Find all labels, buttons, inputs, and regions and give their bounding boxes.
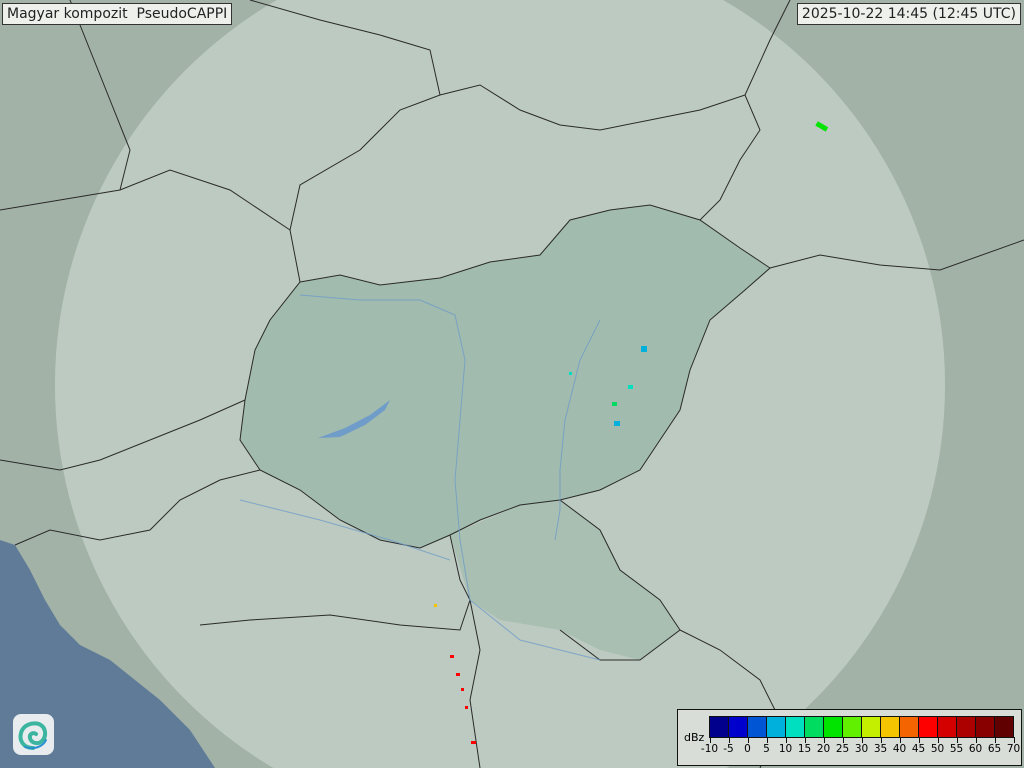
legend-swatch bbox=[786, 717, 805, 737]
legend-swatch bbox=[919, 717, 938, 737]
legend-tick bbox=[766, 737, 768, 743]
legend-swatch bbox=[710, 717, 729, 737]
legend-swatch bbox=[729, 717, 748, 737]
legend-tick bbox=[880, 737, 882, 743]
legend-swatch bbox=[938, 717, 957, 737]
legend-tick bbox=[823, 737, 825, 743]
legend-tick bbox=[861, 737, 863, 743]
legend-tick-label: 30 bbox=[854, 743, 869, 755]
legend-tick bbox=[785, 737, 787, 743]
serbia-region bbox=[450, 500, 680, 660]
legend-tick bbox=[994, 737, 996, 743]
legend-tick bbox=[804, 737, 806, 743]
legend-tick-label: 25 bbox=[835, 743, 850, 755]
legend-tick bbox=[747, 737, 749, 743]
legend-swatch bbox=[748, 717, 767, 737]
legend-tick-label: 70 bbox=[1006, 743, 1021, 755]
legend-tick-label: 0 bbox=[744, 743, 751, 755]
legend-tick bbox=[937, 737, 939, 743]
legend-tick-label: 60 bbox=[968, 743, 983, 755]
legend-tick bbox=[975, 737, 977, 743]
product-title: Magyar kompozit PseudoCAPPI bbox=[2, 3, 233, 25]
legend-swatch bbox=[957, 717, 976, 737]
legend-tick bbox=[899, 737, 901, 743]
legend-swatch bbox=[805, 717, 824, 737]
timestamp-label: 2025-10-22 14:45 (12:45 UTC) bbox=[796, 3, 1021, 25]
legend-tick-label: 5 bbox=[763, 743, 770, 755]
legend-tick-label: 40 bbox=[892, 743, 907, 755]
legend-tick bbox=[956, 737, 958, 743]
legend-swatch bbox=[843, 717, 862, 737]
legend-tick-label: 45 bbox=[911, 743, 926, 755]
dbz-color-legend: dBz -10 -5 0 5 10 15 20 25 30 35 40 45 50 55 60 65 70 bbox=[677, 709, 1022, 766]
legend-swatch bbox=[881, 717, 900, 737]
legend-color-bar bbox=[709, 716, 1014, 738]
legend-unit: dBz bbox=[684, 731, 705, 744]
legend-swatch bbox=[862, 717, 881, 737]
hungary-region bbox=[240, 205, 770, 548]
legend-swatch bbox=[976, 717, 995, 737]
legend-tick bbox=[842, 737, 844, 743]
legend-tick bbox=[728, 737, 730, 743]
legend-tick-label: 55 bbox=[949, 743, 964, 755]
rivers bbox=[239, 294, 601, 661]
sea-adriatic bbox=[0, 540, 215, 768]
legend-tick-label: -5 bbox=[723, 743, 734, 755]
omsz-logo-icon bbox=[13, 714, 54, 755]
legend-tick bbox=[1013, 737, 1015, 743]
legend-swatch bbox=[767, 717, 786, 737]
legend-ticks: -10 -5 0 5 10 15 20 25 30 35 40 45 50 55 60 65 70 bbox=[701, 737, 1020, 763]
legend-tick bbox=[918, 737, 920, 743]
legend-tick-label: 35 bbox=[873, 743, 888, 755]
legend-tick-label: 15 bbox=[797, 743, 812, 755]
legend-swatch bbox=[824, 717, 843, 737]
legend-tick-label: 50 bbox=[930, 743, 945, 755]
legend-tick-label: 65 bbox=[987, 743, 1002, 755]
legend-tick-label: -10 bbox=[700, 743, 719, 755]
legend-tick bbox=[709, 737, 711, 743]
legend-tick-label: 20 bbox=[816, 743, 831, 755]
legend-tick-label: 10 bbox=[778, 743, 793, 755]
legend-swatch bbox=[900, 717, 919, 737]
legend-swatch bbox=[995, 717, 1013, 737]
radar-echoes bbox=[434, 121, 829, 744]
